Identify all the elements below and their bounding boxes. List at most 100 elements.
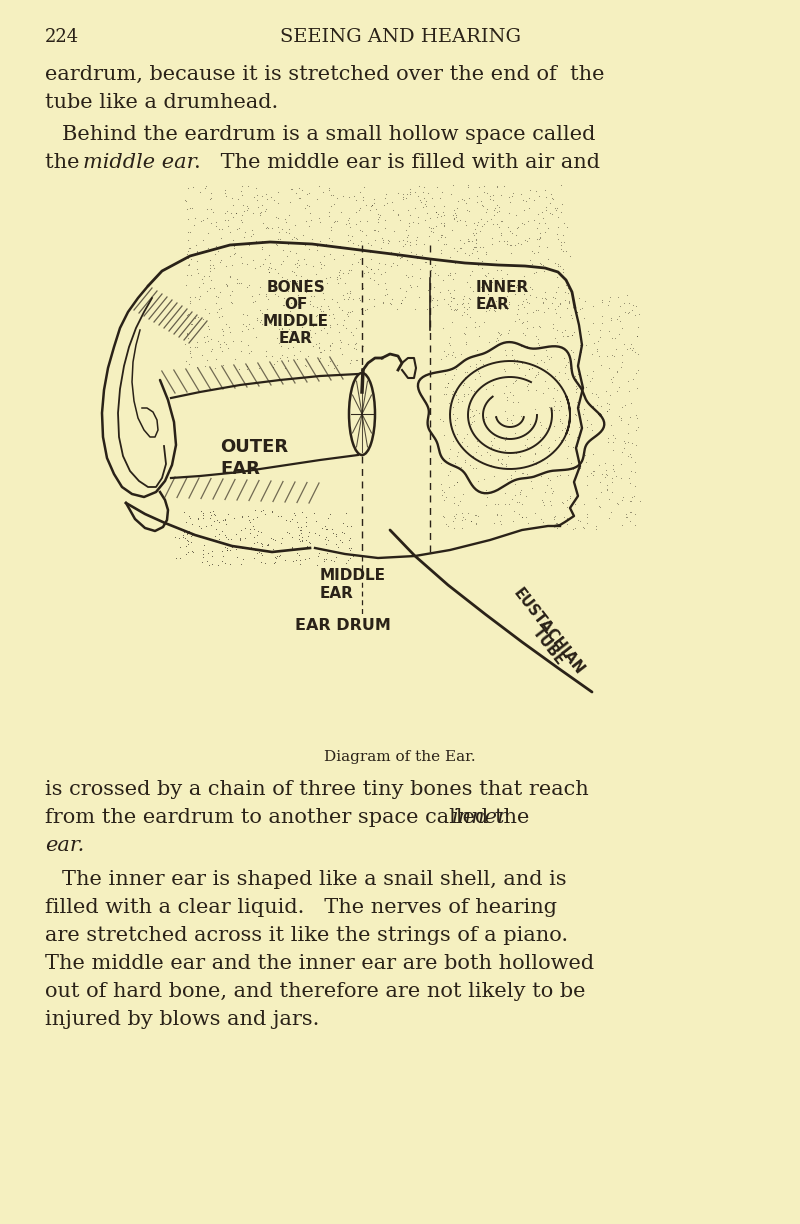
Point	[314, 343, 326, 362]
Point	[512, 504, 525, 524]
Point	[255, 231, 268, 251]
Point	[586, 296, 599, 316]
Point	[279, 332, 292, 351]
Point	[576, 518, 589, 537]
Point	[501, 264, 514, 284]
Point	[240, 201, 253, 220]
Point	[478, 214, 490, 234]
Point	[230, 269, 243, 289]
Point	[473, 404, 486, 424]
Point	[444, 296, 457, 316]
Point	[314, 343, 327, 362]
Point	[181, 306, 194, 326]
Point	[611, 494, 624, 514]
Point	[234, 520, 247, 540]
Point	[290, 184, 302, 203]
Point	[596, 464, 609, 483]
Point	[188, 288, 201, 307]
Point	[277, 240, 290, 259]
Point	[556, 195, 569, 214]
Point	[173, 529, 186, 548]
Point	[206, 546, 218, 565]
Point	[379, 255, 392, 274]
Point	[292, 295, 305, 315]
Point	[310, 264, 323, 284]
Text: tube like a drumhead.: tube like a drumhead.	[45, 93, 278, 113]
Point	[281, 269, 294, 289]
Point	[205, 341, 218, 361]
Point	[466, 406, 479, 426]
Point	[604, 310, 617, 329]
Point	[239, 518, 252, 537]
Point	[494, 186, 507, 206]
Point	[466, 447, 479, 466]
Point	[482, 263, 494, 283]
Point	[606, 367, 619, 387]
Point	[474, 446, 487, 465]
Point	[306, 296, 319, 316]
Point	[206, 339, 219, 359]
Point	[213, 300, 226, 319]
Point	[294, 341, 307, 361]
Point	[438, 197, 450, 217]
Point	[490, 328, 503, 348]
Point	[536, 289, 549, 308]
Point	[540, 340, 553, 360]
Point	[402, 268, 414, 288]
Point	[303, 197, 316, 217]
Point	[375, 264, 388, 284]
Point	[606, 441, 619, 460]
Point	[571, 372, 584, 392]
Point	[337, 523, 350, 542]
Point	[337, 285, 350, 305]
Point	[337, 186, 350, 206]
Point	[523, 250, 536, 269]
Point	[278, 332, 291, 351]
Point	[506, 186, 518, 206]
Point	[327, 185, 340, 204]
Point	[512, 295, 525, 315]
Point	[313, 338, 326, 357]
Point	[469, 506, 482, 525]
Point	[506, 512, 519, 531]
Point	[298, 313, 310, 333]
Point	[196, 211, 209, 230]
Point	[430, 202, 442, 222]
Point	[244, 537, 257, 557]
Point	[268, 284, 281, 304]
Point	[406, 255, 418, 274]
Point	[449, 382, 462, 401]
Point	[493, 202, 506, 222]
Point	[509, 311, 522, 330]
Point	[484, 444, 497, 464]
Point	[570, 382, 582, 401]
Point	[290, 349, 303, 368]
Point	[515, 354, 528, 373]
Point	[342, 263, 354, 283]
Point	[491, 504, 504, 524]
Point	[178, 334, 191, 354]
Point	[326, 333, 338, 353]
Point	[220, 528, 233, 547]
Point	[299, 283, 312, 302]
Point	[413, 176, 426, 196]
Point	[460, 436, 473, 455]
Point	[346, 324, 359, 344]
Point	[201, 200, 214, 219]
Point	[480, 408, 493, 427]
Point	[582, 322, 594, 341]
Point	[365, 259, 378, 279]
Point	[514, 482, 526, 502]
Point	[631, 327, 644, 346]
Point	[425, 222, 438, 241]
Point	[623, 444, 636, 464]
Point	[591, 340, 604, 360]
Point	[462, 384, 474, 404]
Point	[593, 346, 606, 366]
Point	[320, 519, 333, 539]
Point	[590, 384, 603, 404]
Point	[237, 196, 250, 215]
Point	[443, 283, 456, 302]
Point	[302, 521, 315, 541]
Point	[604, 502, 617, 521]
